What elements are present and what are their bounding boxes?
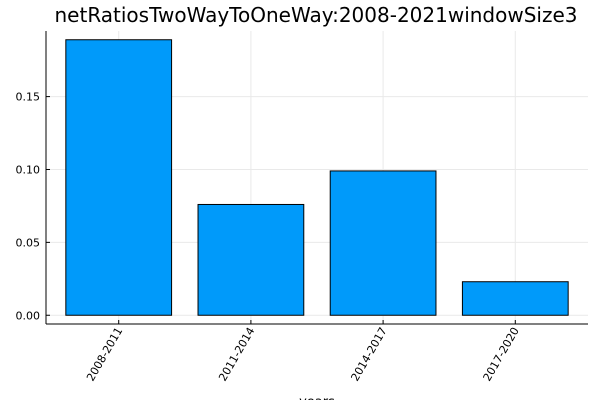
y-tick-label: 0.05 xyxy=(16,236,41,249)
bars xyxy=(65,39,569,316)
chart-title: netRatiosTwoWayToOneWay:2008-2021windowS… xyxy=(55,3,578,27)
y-tick-labels: 0.00 0.05 0.10 0.15 xyxy=(16,91,41,323)
x-tick-label: 2011-2014 xyxy=(216,325,257,383)
y-tick-label: 0.00 xyxy=(16,309,41,322)
bar-2014-2017 xyxy=(329,170,437,316)
y-tick-label: 0.10 xyxy=(16,163,41,176)
x-tick-labels: 2008-2011 2011-2014 2014-2017 2017-2020 xyxy=(84,325,522,383)
x-tick-label: 2014-2017 xyxy=(348,325,389,383)
x-axis-label: years xyxy=(299,395,335,400)
bar-2008-2011 xyxy=(65,39,173,316)
y-tick-label: 0.15 xyxy=(16,91,41,104)
bar-2017-2020 xyxy=(461,281,569,316)
axes xyxy=(45,31,588,325)
x-tick-label: 2017-2020 xyxy=(481,325,522,383)
bar-2011-2014 xyxy=(197,203,305,316)
x-tick-label: 2008-2011 xyxy=(84,325,125,383)
